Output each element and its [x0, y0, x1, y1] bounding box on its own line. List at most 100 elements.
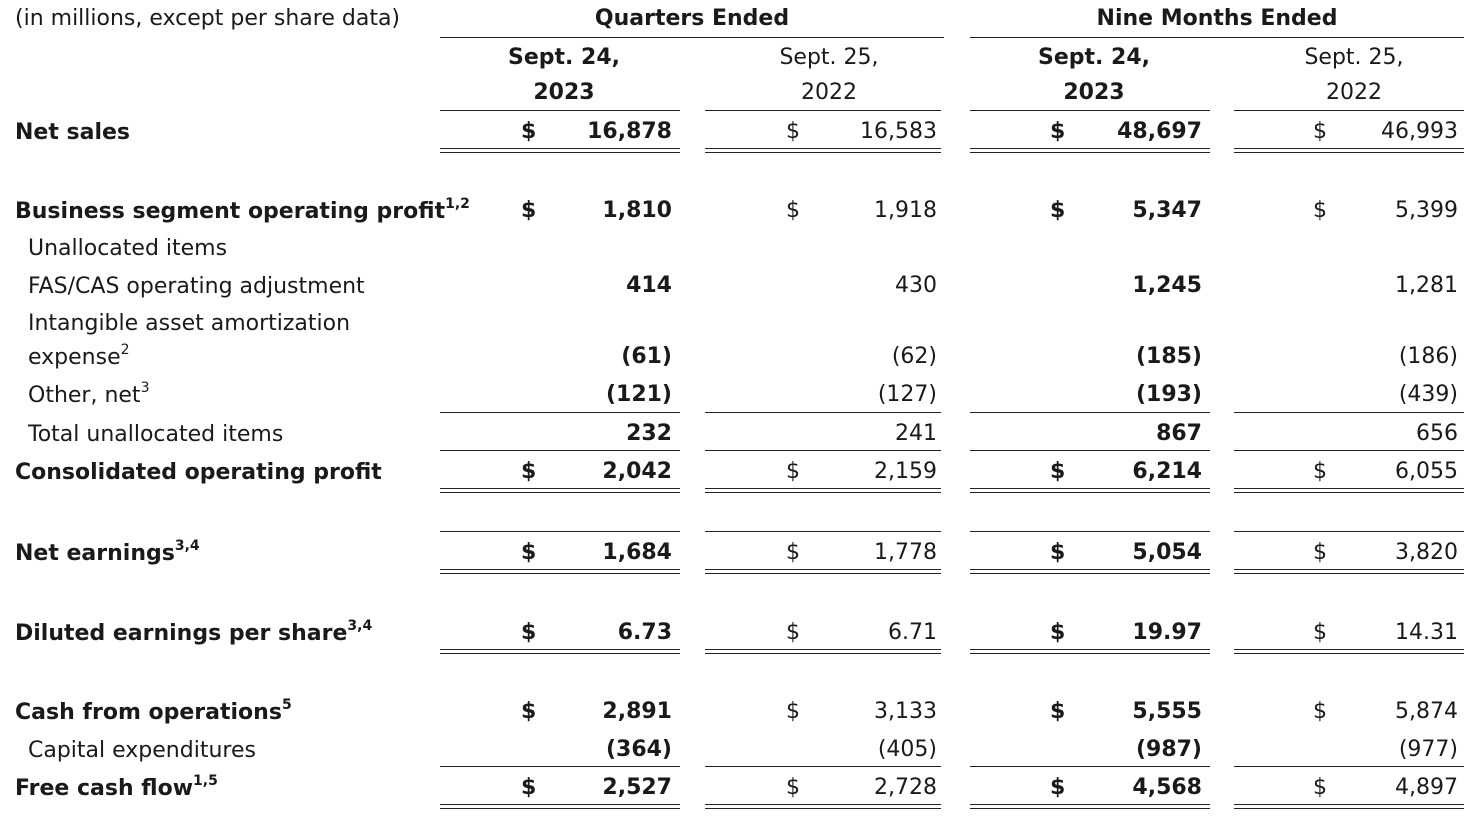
- rule-line: [1234, 110, 1464, 111]
- rule-line: [440, 531, 680, 532]
- rule-line: [970, 766, 1210, 767]
- double-rule: [440, 148, 680, 153]
- footnote-marker: 5: [281, 697, 292, 713]
- row-label-text: Other, net: [28, 383, 141, 408]
- double-rule: [1234, 569, 1464, 574]
- currency-symbol: $: [786, 198, 800, 223]
- row-label: Net sales: [15, 122, 130, 144]
- double-rule: [1234, 488, 1464, 493]
- row-label: Cash from operations5: [15, 698, 292, 724]
- group-underline: [970, 37, 1464, 38]
- currency-symbol: $: [1050, 119, 1066, 144]
- currency-symbol: $: [1050, 198, 1066, 223]
- currency-symbol: $: [521, 775, 537, 800]
- row-label-text: FAS/CAS operating adjustment: [28, 274, 365, 299]
- cell-value: 1,778: [874, 540, 937, 565]
- column-header-year: 2022: [1326, 80, 1382, 105]
- row-label: Business segment operating profit1,2: [15, 197, 470, 224]
- cell-value: 5,054: [1132, 540, 1202, 565]
- cell-value: (62): [891, 344, 937, 369]
- cell-value: 5,555: [1132, 699, 1202, 724]
- double-rule: [705, 804, 941, 809]
- currency-symbol: $: [786, 119, 800, 144]
- double-rule: [705, 488, 941, 493]
- cell-value: (193): [1135, 382, 1202, 407]
- currency-symbol: $: [1050, 540, 1066, 565]
- cell-value: (61): [621, 344, 672, 369]
- row-label-text: Business segment operating profit: [15, 199, 446, 224]
- row-label: Free cash flow1,5: [15, 774, 218, 800]
- currency-symbol: $: [1050, 699, 1066, 724]
- cell-value: (121): [605, 382, 672, 407]
- double-rule: [705, 148, 941, 153]
- row-label: Capital expenditures: [28, 740, 256, 762]
- currency-symbol: $: [1313, 699, 1327, 724]
- units-caption: (in millions, except per share data): [15, 6, 401, 31]
- footnote-marker: 1,2: [445, 196, 470, 212]
- footnote-marker: 3: [140, 380, 150, 396]
- row-label-text: Diluted earnings per share: [15, 621, 348, 646]
- currency-symbol: $: [786, 620, 800, 645]
- rule-line: [1234, 412, 1464, 413]
- column-header-date: Sept. 24,: [1037, 45, 1151, 70]
- cell-value: (185): [1135, 344, 1202, 369]
- double-rule: [440, 569, 680, 574]
- cell-value: 14.31: [1395, 620, 1458, 645]
- currency-symbol: $: [786, 775, 800, 800]
- rule-line: [705, 412, 941, 413]
- currency-symbol: $: [1313, 198, 1327, 223]
- row-label: Other, net3: [28, 381, 149, 408]
- row-label-text: expense: [28, 345, 121, 370]
- double-rule: [705, 569, 941, 574]
- row-label: Net earnings3,4: [15, 539, 200, 565]
- double-rule: [970, 804, 1210, 809]
- double-rule: [1234, 148, 1464, 153]
- group-header-quarters: Quarters Ended: [594, 6, 790, 31]
- cell-value: 4,897: [1395, 775, 1458, 800]
- row-label-text: Intangible asset amortization: [28, 311, 351, 336]
- row-label-text: Net sales: [15, 120, 131, 145]
- currency-symbol: $: [521, 198, 537, 223]
- cell-value: 19.97: [1132, 620, 1202, 645]
- double-rule: [440, 488, 680, 493]
- cell-value: 6.71: [888, 620, 937, 645]
- double-rule: [1234, 804, 1464, 809]
- row-label-text: Unallocated items: [28, 236, 228, 261]
- cell-value: 5,399: [1395, 198, 1458, 223]
- row-label: Consolidated operating profit: [15, 462, 382, 484]
- double-rule: [970, 649, 1210, 654]
- double-rule: [440, 804, 680, 809]
- rule-line: [705, 110, 941, 111]
- rule-line: [440, 110, 680, 111]
- currency-symbol: $: [1313, 620, 1327, 645]
- column-header-date: Sept. 25,: [1304, 45, 1404, 70]
- double-rule: [1234, 649, 1464, 654]
- column-header-year: 2023: [1063, 80, 1125, 105]
- cell-value: 5,874: [1395, 699, 1458, 724]
- row-label: Unallocated items: [28, 238, 227, 260]
- rule-line: [1234, 531, 1464, 532]
- row-label-text: Total unallocated items: [28, 422, 284, 447]
- row-label: expense2: [28, 343, 130, 370]
- currency-symbol: $: [786, 699, 800, 724]
- cell-value: 6.73: [617, 620, 672, 645]
- currency-symbol: $: [521, 540, 537, 565]
- cell-value: 16,878: [587, 119, 672, 144]
- row-label: Total unallocated items: [28, 424, 283, 446]
- cell-value: (405): [877, 737, 937, 762]
- rule-line: [705, 450, 941, 451]
- group-underline: [440, 37, 944, 38]
- double-rule: [970, 569, 1210, 574]
- footnote-marker: 2: [120, 342, 130, 358]
- cell-value: 5,347: [1132, 198, 1202, 223]
- footnote-marker: 3,4: [347, 618, 373, 634]
- row-label-text: Consolidated operating profit: [15, 460, 382, 485]
- rule-line: [970, 531, 1210, 532]
- column-header-year: 2023: [533, 80, 595, 105]
- cell-value: 6,214: [1132, 459, 1202, 484]
- cell-value: 430: [895, 273, 937, 298]
- cell-value: (977): [1398, 737, 1458, 762]
- cell-value: 232: [626, 421, 672, 446]
- currency-symbol: $: [1313, 459, 1327, 484]
- footnote-marker: 1,5: [193, 773, 218, 789]
